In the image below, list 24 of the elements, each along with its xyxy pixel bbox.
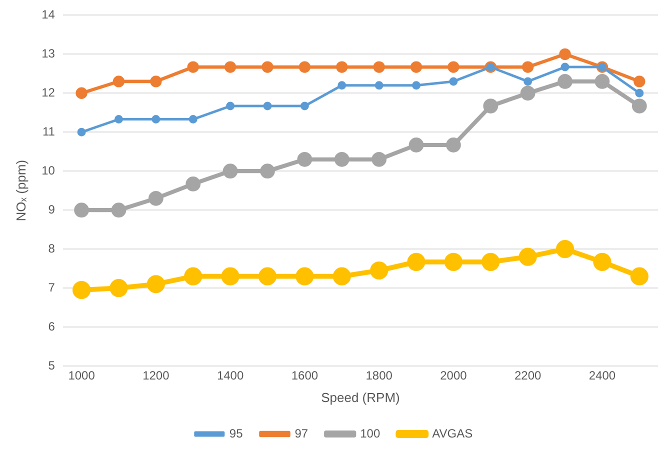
y-tick-label: 14 [42, 8, 56, 22]
y-tick-label: 10 [42, 163, 56, 178]
x-tick-label: 2400 [588, 368, 616, 383]
legend-label: 100 [360, 426, 380, 440]
x-tick-label: 2000 [440, 368, 468, 383]
y-tick-label: 6 [48, 319, 56, 334]
x-axis-title: Speed (RPM) [321, 390, 400, 405]
x-tick-label: 1000 [68, 368, 96, 383]
y-tick-label: 12 [42, 85, 56, 100]
y-tick-label: 11 [42, 124, 56, 138]
x-tick-label: 1200 [142, 368, 170, 383]
y-tick-label: 9 [48, 202, 56, 216]
y-tick-label: 13 [42, 46, 56, 60]
x-tick-label: 1600 [291, 368, 318, 383]
y-axis-title: NOₓ (ppm) [13, 160, 28, 222]
x-tick-label: 1400 [216, 368, 244, 383]
y-tick-label: 5 [48, 358, 56, 372]
legend-label: 97 [294, 426, 308, 440]
y-tick-label: 8 [48, 241, 56, 256]
legend-label: 95 [229, 426, 244, 440]
legend-label: AVGAS [432, 426, 473, 440]
x-tick-label: 2200 [514, 368, 542, 383]
x-tick-label: 1800 [366, 368, 393, 383]
y-tick-label: 7 [48, 280, 56, 294]
